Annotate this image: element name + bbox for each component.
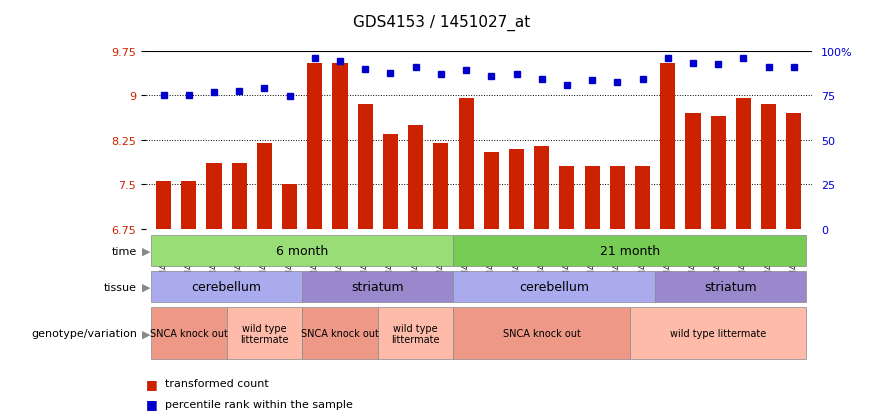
Bar	[383, 135, 398, 229]
Text: transformed count: transformed count	[165, 378, 269, 388]
Bar	[635, 167, 650, 229]
Text: striatum: striatum	[352, 280, 404, 293]
Bar	[459, 99, 474, 229]
Text: percentile rank within the sample: percentile rank within the sample	[165, 399, 354, 409]
Text: striatum: striatum	[705, 280, 757, 293]
Text: 6 month: 6 month	[276, 244, 328, 257]
Bar	[181, 182, 196, 229]
Bar	[408, 126, 423, 229]
Bar	[308, 64, 323, 229]
Bar	[534, 146, 549, 229]
Bar	[257, 143, 272, 229]
Text: time: time	[111, 246, 137, 256]
Bar	[761, 105, 776, 229]
Text: ▶: ▶	[142, 246, 151, 256]
Bar	[358, 105, 373, 229]
Bar	[610, 167, 625, 229]
Text: SNCA knock out: SNCA knock out	[301, 328, 379, 339]
Bar	[232, 164, 247, 229]
Text: ▶: ▶	[142, 328, 151, 339]
Bar	[156, 182, 171, 229]
Text: ■: ■	[146, 397, 157, 411]
Bar	[584, 167, 599, 229]
Text: ■: ■	[146, 377, 157, 390]
Text: 21 month: 21 month	[600, 244, 660, 257]
Bar	[685, 114, 701, 229]
Bar	[660, 64, 675, 229]
Bar	[560, 167, 575, 229]
Bar	[484, 152, 499, 229]
Bar	[735, 99, 751, 229]
Text: tissue: tissue	[104, 282, 137, 292]
Text: GDS4153 / 1451027_at: GDS4153 / 1451027_at	[354, 14, 530, 31]
Bar	[786, 114, 802, 229]
Text: genotype/variation: genotype/variation	[31, 328, 137, 339]
Text: wild type
littermate: wild type littermate	[392, 323, 440, 344]
Text: cerebellum: cerebellum	[192, 280, 262, 293]
Text: ▶: ▶	[142, 282, 151, 292]
Bar	[509, 150, 524, 229]
Bar	[206, 164, 222, 229]
Bar	[282, 185, 297, 229]
Bar	[711, 117, 726, 229]
Text: SNCA knock out: SNCA knock out	[149, 328, 228, 339]
Text: wild type
littermate: wild type littermate	[240, 323, 288, 344]
Bar	[433, 143, 448, 229]
Text: wild type littermate: wild type littermate	[670, 328, 766, 339]
Bar	[332, 64, 347, 229]
Text: SNCA knock out: SNCA knock out	[503, 328, 581, 339]
Text: cerebellum: cerebellum	[519, 280, 590, 293]
